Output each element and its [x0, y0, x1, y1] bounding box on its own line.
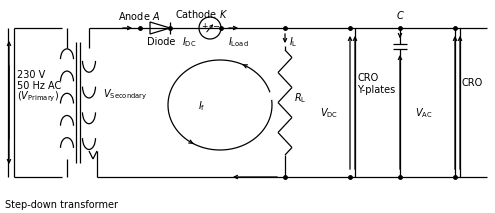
Text: $I_{\rm f}$: $I_{\rm f}$: [198, 99, 205, 113]
Text: 230 V: 230 V: [17, 70, 45, 80]
Text: −: −: [212, 22, 219, 31]
Polygon shape: [150, 22, 170, 34]
Text: $C$: $C$: [396, 9, 405, 21]
Text: 50 Hz AC: 50 Hz AC: [17, 81, 61, 91]
Text: $V_{\rm Secondary}$: $V_{\rm Secondary}$: [103, 88, 148, 102]
Text: $I_{\rm DC}$: $I_{\rm DC}$: [182, 35, 197, 49]
Text: $I_{\rm L}$: $I_{\rm L}$: [289, 35, 297, 49]
Text: $R_{\rm L}$: $R_{\rm L}$: [294, 91, 306, 105]
Text: $I_{\rm Load}$: $I_{\rm Load}$: [228, 35, 248, 49]
Text: Anode $A$: Anode $A$: [118, 10, 160, 22]
Text: $V_{\rm AC}$: $V_{\rm AC}$: [415, 106, 433, 120]
Text: ($V_{\rm Primary}$): ($V_{\rm Primary}$): [17, 90, 59, 104]
Text: +: +: [201, 22, 207, 31]
Text: CRO: CRO: [462, 78, 483, 88]
Text: Y-plates: Y-plates: [357, 85, 395, 95]
Text: $V_{\rm DC}$: $V_{\rm DC}$: [320, 106, 338, 120]
Text: Step-down transformer: Step-down transformer: [5, 200, 118, 210]
Text: Cathode $K$: Cathode $K$: [175, 8, 228, 20]
Text: CRO: CRO: [357, 73, 378, 83]
Text: Diode: Diode: [147, 37, 175, 47]
